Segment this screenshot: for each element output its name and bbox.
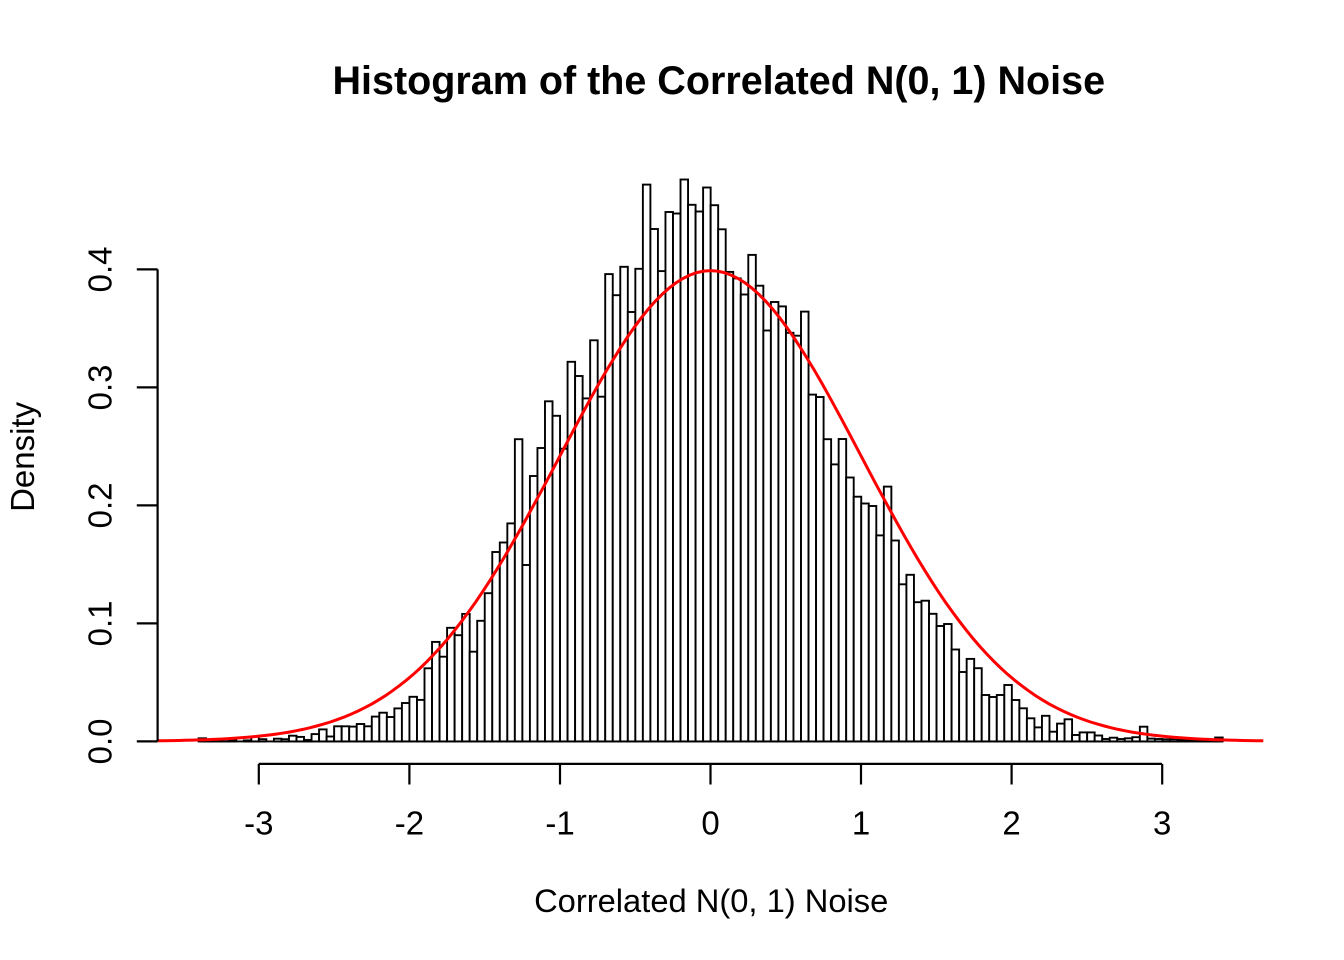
svg-text:1: 1 xyxy=(852,804,870,841)
svg-text:Density: Density xyxy=(4,401,41,512)
svg-text:0.2: 0.2 xyxy=(82,482,119,528)
svg-text:0.3: 0.3 xyxy=(82,364,119,410)
svg-text:0.0: 0.0 xyxy=(82,718,119,764)
svg-text:0.1: 0.1 xyxy=(82,600,119,646)
svg-text:2: 2 xyxy=(1002,804,1020,841)
svg-text:-3: -3 xyxy=(244,804,273,841)
svg-text:-1: -1 xyxy=(545,804,574,841)
svg-text:Histogram of the Correlated N(: Histogram of the Correlated N(0, 1) Nois… xyxy=(333,59,1106,103)
svg-text:0: 0 xyxy=(701,804,719,841)
svg-text:Correlated N(0, 1) Noise: Correlated N(0, 1) Noise xyxy=(534,882,888,919)
svg-text:-2: -2 xyxy=(395,804,424,841)
svg-text:0.4: 0.4 xyxy=(82,246,119,292)
svg-text:3: 3 xyxy=(1153,804,1171,841)
